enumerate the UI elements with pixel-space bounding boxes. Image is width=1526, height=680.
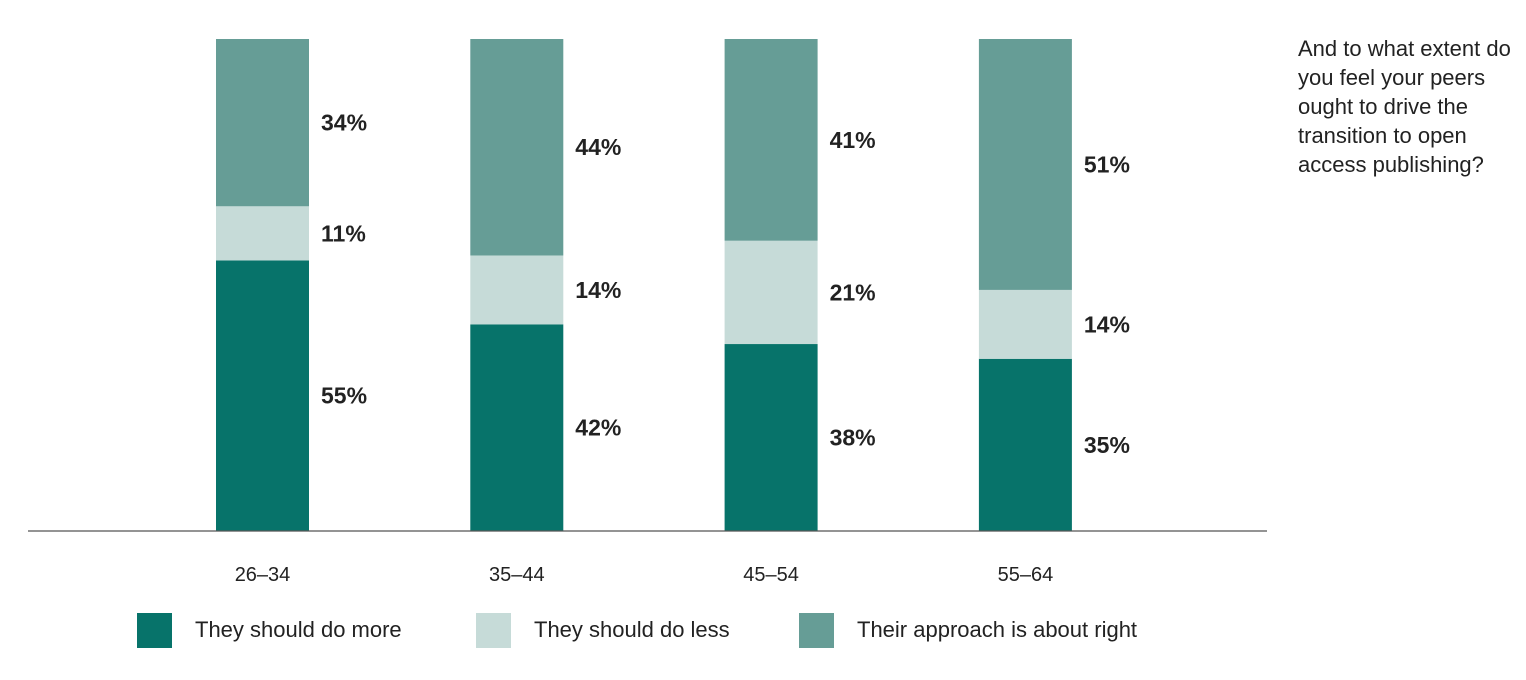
legend-item-less: They should do less <box>476 612 730 648</box>
value-labels-layer: 55% 11% 34% 42% 14% 44% 38% 21% 41% 35% 14% 51% <box>321 110 1130 458</box>
bar-segment-more <box>724 344 818 531</box>
value-label-right: 41% <box>830 127 876 153</box>
value-label-more: 42% <box>575 415 621 441</box>
value-label-more: 55% <box>321 383 367 409</box>
legend-item-right: Their approach is about right <box>799 612 1137 648</box>
bar-segment-more <box>470 324 564 531</box>
value-label-less: 11% <box>321 220 366 246</box>
legend-swatch-right <box>799 612 834 648</box>
bars-layer <box>216 39 1072 531</box>
value-label-more: 35% <box>1084 432 1130 458</box>
bar-segment-more <box>978 358 1072 531</box>
bar-segment-right <box>724 39 818 241</box>
value-label-less: 21% <box>830 279 876 305</box>
x-tick-label: 45–54 <box>743 564 799 586</box>
x-tick-label: 26–34 <box>235 564 291 586</box>
legend-item-more: They should do more <box>137 612 402 648</box>
value-label-right: 34% <box>321 110 367 136</box>
bar-segment-less <box>216 206 309 261</box>
question-annotation: And to what extent do you feel your peer… <box>1298 36 1511 177</box>
bar-segment-right <box>216 39 309 207</box>
legend-label-right: Their approach is about right <box>857 617 1138 642</box>
bar-segment-less <box>724 240 818 345</box>
value-label-more: 38% <box>830 425 876 451</box>
legend-label-more: They should do more <box>195 617 402 642</box>
value-label-right: 44% <box>575 134 621 160</box>
value-label-less: 14% <box>1084 311 1130 337</box>
legend-swatch-more <box>137 612 172 648</box>
x-tick-label: 35–44 <box>489 564 545 586</box>
x-tick-labels-layer: 26–34 35–44 45–54 55–64 <box>235 564 1054 586</box>
legend-swatch-less <box>476 612 511 648</box>
x-tick-label: 55–64 <box>998 564 1054 586</box>
value-label-less: 14% <box>575 277 621 303</box>
bar-segment-more <box>216 260 309 531</box>
value-label-right: 51% <box>1084 151 1130 177</box>
bar-segment-less <box>978 289 1072 359</box>
bar-segment-right <box>978 39 1072 290</box>
bar-segment-less <box>470 255 564 325</box>
bar-segment-right <box>470 39 564 256</box>
legend-label-less: They should do less <box>534 617 730 642</box>
